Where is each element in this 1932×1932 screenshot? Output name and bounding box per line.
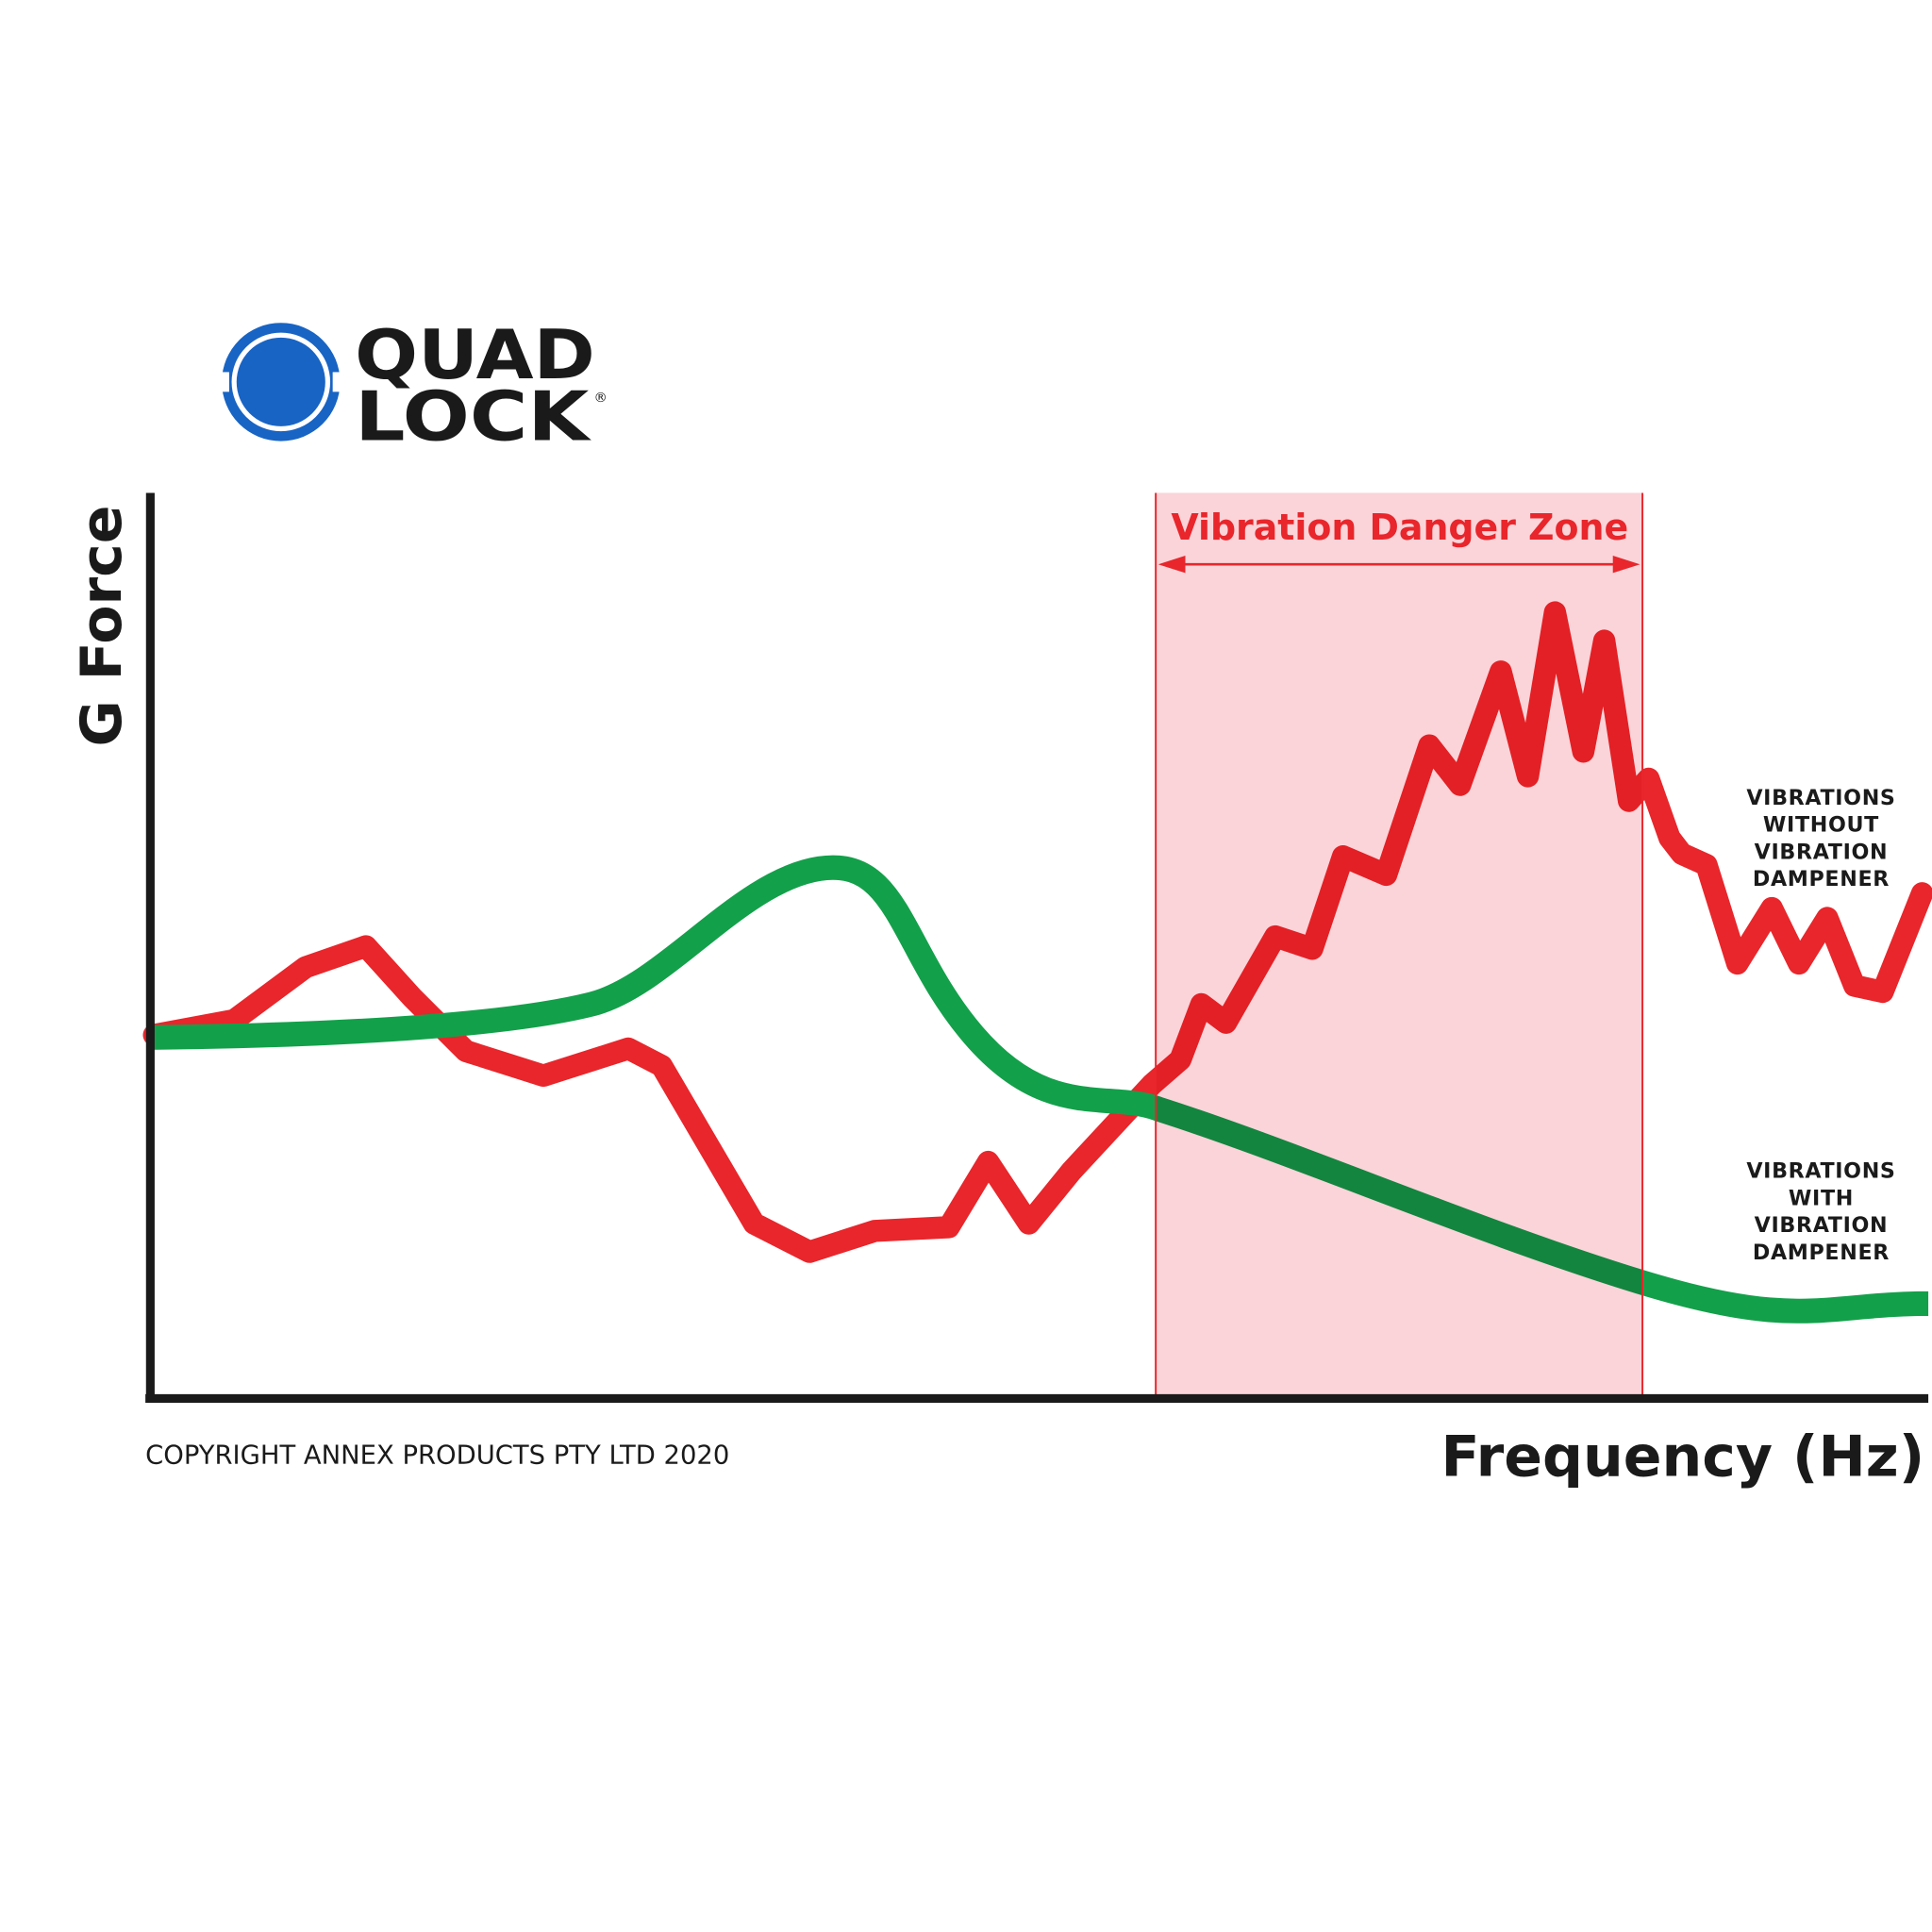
logo: QUAD LOCK ® xyxy=(219,315,608,456)
series-label: DAMPENER xyxy=(1753,867,1890,891)
series-label: WITHOUT xyxy=(1763,813,1879,838)
series-label: VIBRATIONS xyxy=(1746,786,1895,810)
series-label: VIBRATION xyxy=(1755,1213,1889,1238)
series-label: DAMPENER xyxy=(1753,1241,1890,1265)
logo-text: QUAD xyxy=(355,315,595,394)
x-axis-label: Frequency (Hz) xyxy=(1441,1424,1924,1491)
logo-text: LOCK xyxy=(355,376,591,456)
logo-disc xyxy=(236,337,325,426)
series-label: VIBRATIONS xyxy=(1746,1159,1895,1184)
logo-notch xyxy=(219,372,229,392)
y-axis-label: G Force xyxy=(69,505,135,746)
danger-zone xyxy=(1156,492,1643,1399)
series-label: WITH xyxy=(1789,1186,1854,1210)
copyright: COPYRIGHT ANNEX PRODUCTS PTY LTD 2020 xyxy=(145,1441,729,1471)
zone-label: Vibration Danger Zone xyxy=(1171,507,1628,548)
logo-registered: ® xyxy=(594,391,608,406)
series-label: VIBRATION xyxy=(1755,840,1889,864)
logo-notch xyxy=(332,372,343,392)
